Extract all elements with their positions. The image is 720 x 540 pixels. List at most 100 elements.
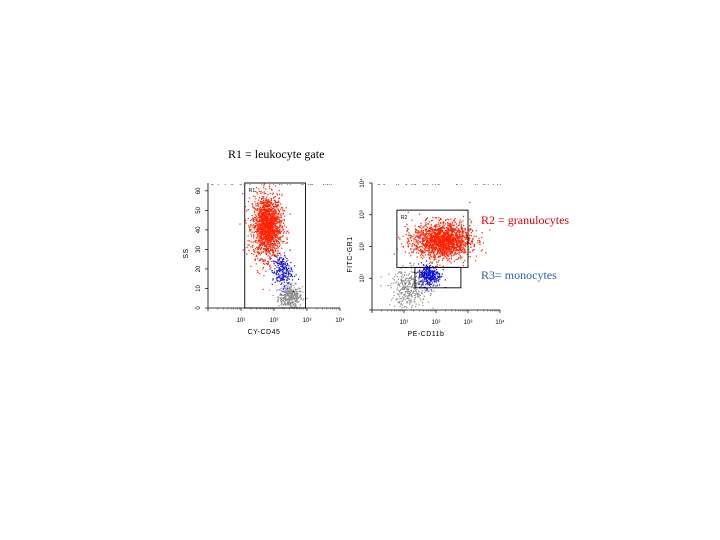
data-point-granulocytes	[461, 231, 463, 233]
data-point-granulocytes	[456, 234, 458, 237]
data-point-monocytes	[292, 279, 294, 281]
data-point-granulocytes	[444, 223, 447, 225]
data-point-other	[406, 274, 408, 276]
data-point-granulocytes	[460, 224, 462, 226]
data-point-granulocytes	[252, 248, 255, 251]
data-point-monocytes	[432, 277, 435, 280]
data-point-granulocytes	[458, 257, 460, 259]
data-point-granulocytes	[406, 230, 409, 232]
data-point-granulocytes	[421, 231, 423, 233]
data-point-monocytes	[286, 265, 288, 267]
data-point-granulocytes	[263, 236, 266, 239]
x-axis-label: PE-CD11b	[408, 331, 445, 338]
data-point-granulocytes	[438, 225, 440, 228]
data-point-monocytes	[423, 269, 425, 271]
data-point-granulocytes	[276, 212, 278, 215]
data-point-granulocytes	[462, 247, 465, 249]
data-point-granulocytes	[257, 235, 259, 237]
data-point-granulocytes	[276, 235, 278, 237]
data-point-granulocytes	[444, 235, 446, 238]
data-point-granulocytes	[481, 249, 484, 251]
data-point-granulocytes	[439, 227, 442, 229]
data-point-granulocytes	[264, 188, 267, 190]
data-point-monocytes	[425, 276, 427, 278]
data-point-granulocytes	[460, 234, 462, 236]
data-point-monocytes	[425, 288, 428, 290]
data-point-granulocytes	[268, 232, 270, 234]
data-point-granulocytes	[442, 253, 444, 255]
data-point-granulocytes	[253, 231, 255, 234]
data-point-granulocytes	[261, 234, 263, 236]
data-point-granulocytes	[425, 230, 427, 232]
data-point-granulocytes	[278, 211, 280, 213]
data-point-granulocytes	[435, 233, 437, 235]
data-point-granulocytes	[447, 258, 449, 260]
data-point-granulocytes	[451, 240, 453, 243]
data-point-granulocytes	[279, 226, 281, 228]
data-point-granulocytes	[263, 251, 265, 253]
data-point-granulocytes	[264, 223, 266, 225]
data-point-granulocytes	[414, 236, 416, 239]
data-point-granulocytes	[462, 264, 465, 267]
data-point-granulocytes	[276, 227, 279, 229]
data-point-other	[407, 274, 410, 276]
data-point-monocytes	[276, 277, 278, 279]
data-point-granulocytes	[264, 214, 266, 216]
data-point-other	[407, 277, 409, 279]
data-point-granulocytes	[454, 239, 456, 241]
data-point-granulocytes	[277, 250, 279, 252]
data-point-other	[412, 279, 415, 281]
data-point-granulocytes	[431, 241, 433, 244]
edge-event	[455, 184, 457, 185]
data-point-monocytes	[430, 277, 432, 279]
data-point-other	[293, 306, 296, 308]
data-point-granulocytes	[449, 224, 452, 227]
data-point-other	[288, 298, 290, 300]
data-point-other	[399, 295, 401, 298]
data-point-granulocytes	[253, 235, 255, 237]
data-point-granulocytes	[261, 215, 263, 217]
data-point-other	[408, 291, 411, 293]
data-point-granulocytes	[450, 246, 452, 248]
data-point-granulocytes	[253, 220, 255, 222]
data-point-granulocytes	[426, 233, 428, 235]
data-point-granulocytes	[283, 231, 285, 233]
data-point-granulocytes	[266, 236, 269, 238]
data-point-granulocytes	[430, 241, 432, 243]
data-point-granulocytes	[263, 213, 265, 216]
x-tick-label: 10³	[303, 318, 312, 324]
data-point-granulocytes	[456, 226, 458, 228]
data-point-granulocytes	[452, 249, 454, 251]
data-point-granulocytes	[273, 219, 275, 221]
data-point-other	[402, 265, 404, 267]
data-point-granulocytes	[443, 249, 445, 251]
data-point-granulocytes	[282, 209, 284, 211]
data-point-other	[406, 297, 408, 299]
data-point-granulocytes	[432, 240, 434, 242]
data-point-monocytes	[286, 288, 288, 290]
data-point-granulocytes	[416, 256, 418, 258]
data-point-granulocytes	[435, 261, 438, 263]
edge-event	[301, 184, 303, 185]
y-axis-label: FITC-GR1	[347, 236, 354, 272]
data-point-granulocytes	[410, 249, 412, 251]
data-point-granulocytes	[430, 246, 432, 248]
data-point-granulocytes	[285, 207, 287, 209]
data-point-granulocytes	[449, 239, 451, 241]
data-point-granulocytes	[472, 237, 474, 239]
data-point-other	[283, 301, 285, 303]
data-point-granulocytes	[415, 235, 417, 238]
data-point-granulocytes	[448, 254, 450, 256]
data-point-granulocytes	[416, 252, 418, 254]
data-point-other	[294, 303, 297, 305]
data-point-granulocytes	[446, 236, 448, 238]
data-point-granulocytes	[431, 232, 433, 234]
data-point-granulocytes	[450, 234, 452, 236]
data-point-granulocytes	[274, 201, 276, 203]
data-point-granulocytes	[276, 216, 278, 218]
data-point-granulocytes	[468, 234, 471, 237]
data-point-other	[292, 290, 294, 292]
data-point-other	[291, 291, 294, 293]
data-point-granulocytes	[275, 205, 278, 207]
data-point-granulocytes	[279, 236, 281, 239]
